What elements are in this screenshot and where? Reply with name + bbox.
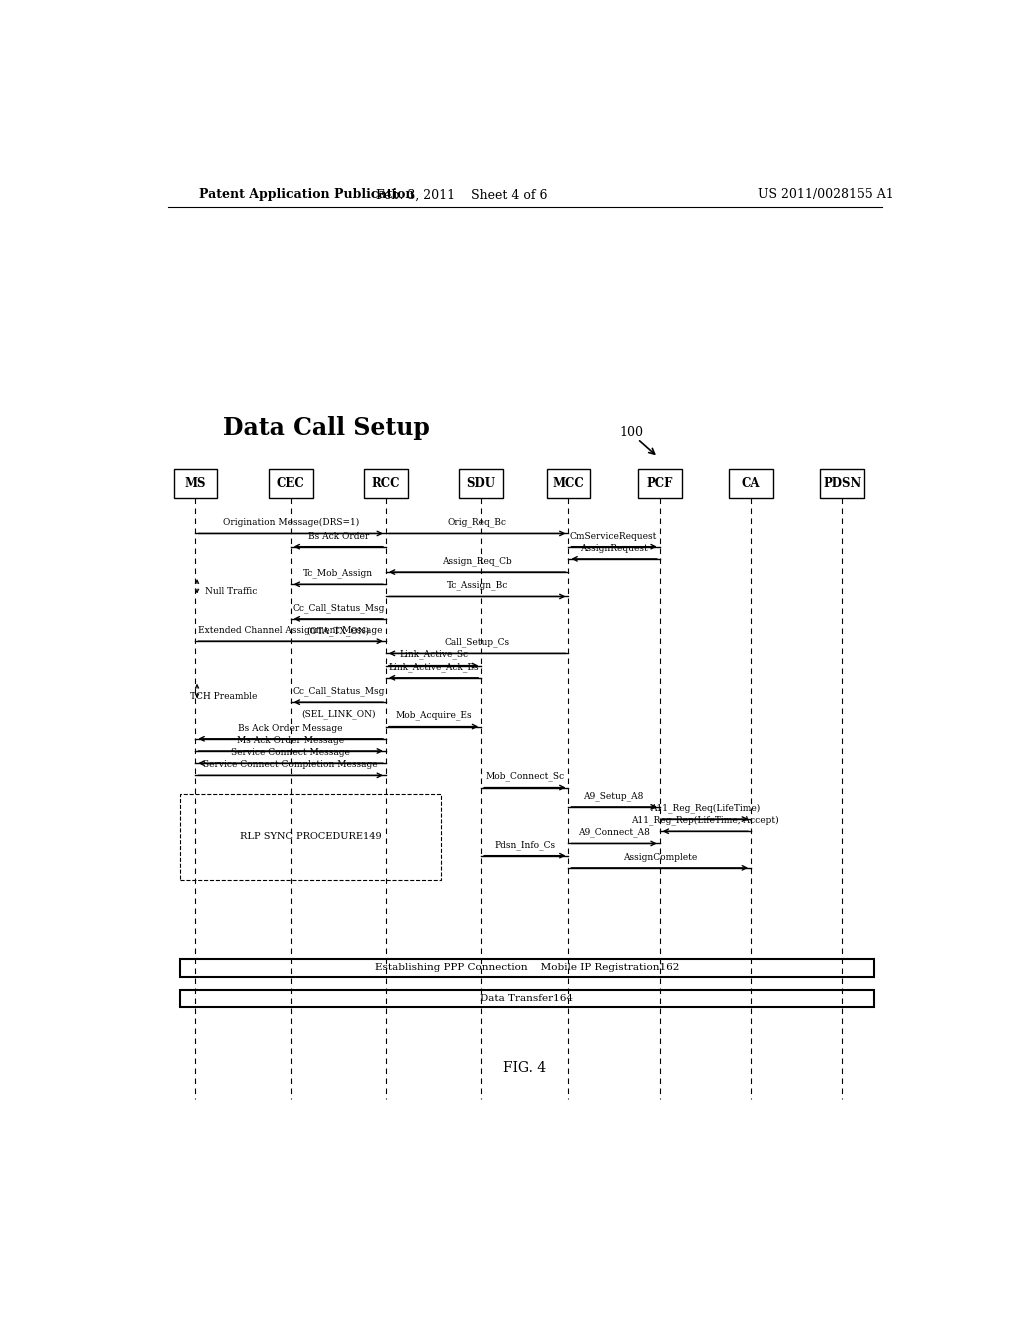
Text: (SEL_LINK_ON): (SEL_LINK_ON) [301, 709, 376, 719]
Text: FIG. 4: FIG. 4 [503, 1061, 547, 1074]
Text: A11_Reg_Rep(LifeTime, Accept): A11_Reg_Rep(LifeTime, Accept) [631, 816, 779, 825]
Text: AssignComplete: AssignComplete [623, 853, 697, 862]
Text: Bs Ack Order: Bs Ack Order [307, 532, 369, 541]
Text: Origination Message(DRS=1): Origination Message(DRS=1) [222, 519, 358, 528]
Bar [179, 990, 873, 1007]
Text: Tc_Assign_Bc: Tc_Assign_Bc [446, 581, 508, 590]
Text: MS: MS [184, 477, 206, 490]
Text: CmServiceRequest: CmServiceRequest [570, 532, 657, 541]
Text: Call_Setup_Cs: Call_Setup_Cs [444, 638, 510, 647]
Bar [174, 470, 217, 498]
Text: 100: 100 [620, 426, 644, 440]
Text: Cc_Call_Status_Msg: Cc_Call_Status_Msg [292, 686, 384, 696]
Bar [179, 793, 441, 880]
Text: Link_Active_Sc: Link_Active_Sc [399, 649, 468, 660]
Text: RLP SYNC PROCEDURE149: RLP SYNC PROCEDURE149 [240, 833, 381, 841]
Text: SDU: SDU [467, 477, 496, 490]
Text: A9_Connect_A8: A9_Connect_A8 [578, 828, 649, 837]
Text: Establishing PPP Connection    Mobile IP Registration162: Establishing PPP Connection Mobile IP Re… [375, 964, 679, 973]
Text: Orig_Req_Bc: Orig_Req_Bc [447, 517, 507, 528]
Bar [269, 470, 312, 498]
Text: Assign_Req_Cb: Assign_Req_Cb [442, 556, 512, 566]
Bar [729, 470, 773, 498]
Bar [460, 470, 503, 498]
Bar [179, 960, 873, 977]
Text: MCC: MCC [553, 477, 585, 490]
Text: Mob_Acquire_Es: Mob_Acquire_Es [395, 710, 472, 721]
Text: Pdsn_Info_Cs: Pdsn_Info_Cs [495, 840, 555, 850]
Text: Cc_Call_Status_Msg: Cc_Call_Status_Msg [292, 603, 384, 612]
Text: Data Call Setup: Data Call Setup [223, 416, 430, 440]
Text: Null Traffic: Null Traffic [205, 587, 257, 595]
Text: Service Connect Message: Service Connect Message [231, 748, 350, 758]
Text: CA: CA [741, 477, 760, 490]
Text: PDSN: PDSN [823, 477, 861, 490]
Text: A9_Setup_A8: A9_Setup_A8 [584, 791, 644, 801]
Text: CEC: CEC [276, 477, 304, 490]
Bar [547, 470, 590, 498]
Text: US 2011/0028155 A1: US 2011/0028155 A1 [759, 189, 894, 202]
Bar [820, 470, 864, 498]
Bar [365, 470, 408, 498]
Text: Extended Channel Assignment Message: Extended Channel Assignment Message [199, 626, 383, 635]
Text: Patent Application Publication: Patent Application Publication [200, 189, 415, 202]
Text: TCH Preamble: TCH Preamble [189, 692, 257, 701]
Text: PCF: PCF [646, 477, 673, 490]
Text: A11_Reg_Req(LifeTime): A11_Reg_Req(LifeTime) [650, 803, 760, 813]
Text: Data Transfer164: Data Transfer164 [480, 994, 573, 1003]
Text: (OTA_TX_ON): (OTA_TX_ON) [307, 626, 370, 636]
Text: Mob_Connect_Sc: Mob_Connect_Sc [485, 772, 564, 781]
Text: Service Connect Completion Message: Service Connect Completion Message [204, 760, 378, 770]
Text: Link_Active_Ack_Es: Link_Active_Ack_Es [388, 663, 479, 672]
Text: RCC: RCC [372, 477, 400, 490]
Text: Bs Ack Order Message: Bs Ack Order Message [239, 723, 343, 733]
Bar [638, 470, 682, 498]
Text: Tc_Mob_Assign: Tc_Mob_Assign [303, 569, 374, 578]
Text: Ms Ack Order Message: Ms Ack Order Message [238, 735, 344, 744]
Text: AssignRequest: AssignRequest [580, 544, 647, 553]
Text: Feb. 3, 2011    Sheet 4 of 6: Feb. 3, 2011 Sheet 4 of 6 [376, 189, 547, 202]
